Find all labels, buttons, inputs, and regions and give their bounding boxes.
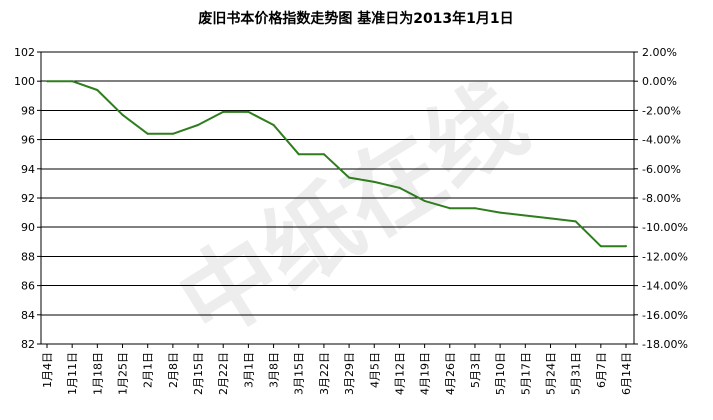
data-point <box>273 124 275 126</box>
y-left-tick-label: 102 <box>14 46 35 59</box>
x-tick-label: 4月5日 <box>368 352 381 388</box>
x-tick-label: 5月24日 <box>544 352 557 395</box>
y-left-tick-label: 82 <box>21 338 35 351</box>
x-tick-label: 2月8日 <box>167 352 180 388</box>
data-point <box>524 215 526 217</box>
data-point <box>172 133 174 135</box>
y-left-tick-label: 100 <box>14 75 35 88</box>
x-tick-label: 3月29日 <box>343 352 356 395</box>
y-left-tick-label: 88 <box>21 250 35 263</box>
watermark: 中纸在线 <box>160 63 545 361</box>
x-tick-label: 6月7日 <box>595 352 608 388</box>
y-left-tick-label: 90 <box>21 221 35 234</box>
data-point <box>575 220 577 222</box>
y-left-tick-label: 92 <box>21 192 35 205</box>
y-left-tick-label: 98 <box>21 104 35 117</box>
y-axis-right: -18.00% -16.00% -14.00% -12.00% -10.00% -8.00… <box>634 46 688 351</box>
y-right-tick-label: -10.00% <box>642 221 688 234</box>
y-axis-left: 82 84 86 88 90 92 94 96 98 100 102 <box>14 46 41 351</box>
data-point <box>424 200 426 202</box>
y-right-tick-label: -6.00% <box>642 163 681 176</box>
y-left-tick-label: 86 <box>21 280 35 293</box>
y-left-tick-label: 96 <box>21 134 35 147</box>
x-tick-label: 6月14日 <box>620 352 633 395</box>
x-tick-label: 4月19日 <box>419 352 432 395</box>
x-tick-label: 3月1日 <box>242 352 255 388</box>
data-point <box>222 111 224 113</box>
data-point <box>323 153 325 155</box>
grid <box>41 52 634 344</box>
x-tick-label: 5月17日 <box>519 352 532 395</box>
x-tick-label: 1月25日 <box>117 352 130 395</box>
y-right-tick-label: -2.00% <box>642 104 681 117</box>
y-right-tick-label: -4.00% <box>642 134 681 147</box>
x-tick-label: 4月12日 <box>393 352 406 395</box>
y-right-tick-label: -18.00% <box>642 338 688 351</box>
data-point <box>247 111 249 113</box>
x-tick-label: 5月31日 <box>570 352 583 395</box>
data-point <box>398 187 400 189</box>
data-point <box>474 207 476 209</box>
x-tick-label: 3月15日 <box>293 352 306 395</box>
data-point <box>46 80 48 82</box>
y-left-tick-label: 94 <box>21 163 35 176</box>
watermark-text: 中纸在线 <box>160 63 545 361</box>
data-point <box>600 245 602 247</box>
data-point <box>122 114 124 116</box>
data-point <box>197 124 199 126</box>
y-right-tick-label: -16.00% <box>642 309 688 322</box>
x-tick-label: 2月15日 <box>192 352 205 395</box>
data-point <box>499 212 501 214</box>
data-point <box>449 207 451 209</box>
x-tick-label: 1月4日 <box>41 352 54 388</box>
x-tick-label: 2月1日 <box>142 352 155 388</box>
y-right-tick-label: -8.00% <box>642 192 681 205</box>
chart-title: 废旧书本价格指数走势图 基准日为2013年1月1日 <box>198 10 513 27</box>
y-left-tick-label: 84 <box>21 309 35 322</box>
data-point <box>373 181 375 183</box>
y-right-tick-label: -14.00% <box>642 280 688 293</box>
x-axis: 1月4日 1月11日 1月18日 1月25日 2月1日 2月8日 2月15日 2月22日 3月1… <box>41 344 633 395</box>
y-right-tick-label: 0.00% <box>642 75 677 88</box>
data-point <box>298 153 300 155</box>
x-tick-label: 5月10日 <box>494 352 507 395</box>
data-point <box>625 245 627 247</box>
x-tick-label: 2月22日 <box>217 352 230 395</box>
data-point <box>147 133 149 135</box>
data-point <box>549 217 551 219</box>
x-tick-label: 5月3日 <box>469 352 482 388</box>
data-point <box>348 177 350 179</box>
data-point <box>71 80 73 82</box>
x-tick-label: 4月26日 <box>444 352 457 395</box>
y-right-tick-label: 2.00% <box>642 46 677 59</box>
x-tick-label: 3月22日 <box>318 352 331 395</box>
x-tick-label: 1月18日 <box>91 352 104 395</box>
y-right-tick-label: -12.00% <box>642 250 688 263</box>
x-tick-label: 3月8日 <box>268 352 281 388</box>
x-tick-label: 1月11日 <box>66 352 79 395</box>
data-point <box>96 89 98 91</box>
